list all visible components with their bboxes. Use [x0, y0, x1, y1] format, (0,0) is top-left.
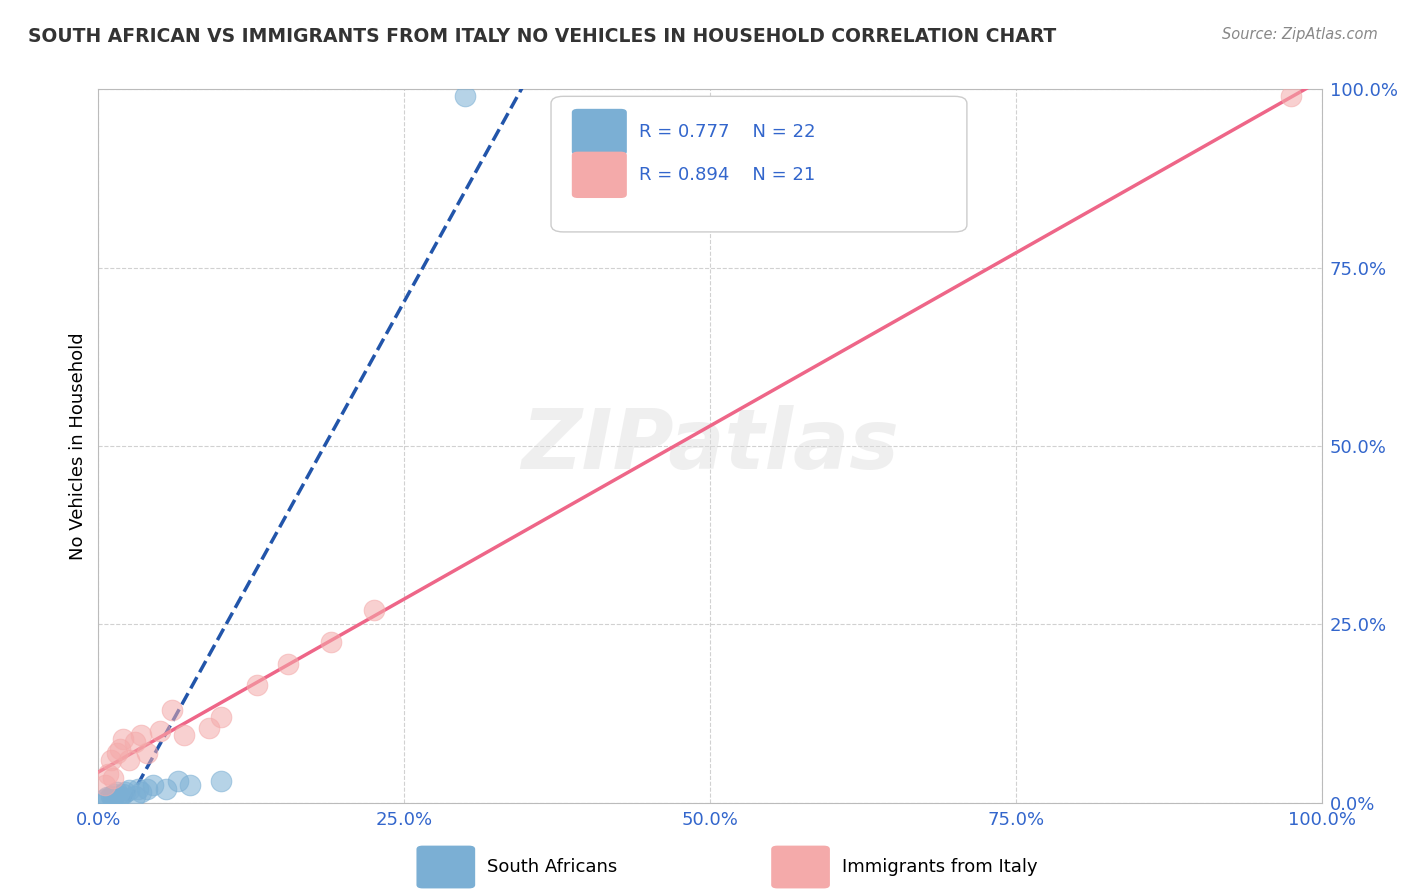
Point — [100, 753, 122, 767]
Point — [93, 778, 115, 792]
Point — [103, 787, 125, 801]
Point — [363, 603, 385, 617]
Point — [155, 781, 177, 796]
Point — [93, 792, 115, 806]
Point — [100, 789, 122, 803]
Point — [209, 710, 232, 724]
Point — [167, 774, 190, 789]
Point — [124, 789, 146, 803]
Point — [209, 774, 232, 789]
Point — [454, 89, 477, 103]
Text: ZIPatlas: ZIPatlas — [522, 406, 898, 486]
Point — [118, 783, 141, 797]
Point — [111, 787, 134, 801]
Point — [111, 731, 134, 746]
Point — [142, 778, 165, 792]
Text: SOUTH AFRICAN VS IMMIGRANTS FROM ITALY NO VEHICLES IN HOUSEHOLD CORRELATION CHAR: SOUTH AFRICAN VS IMMIGRANTS FROM ITALY N… — [28, 27, 1056, 45]
Point — [101, 790, 124, 805]
FancyBboxPatch shape — [551, 96, 967, 232]
Point — [319, 635, 342, 649]
Text: Immigrants from Italy: Immigrants from Italy — [842, 858, 1038, 876]
Text: R = 0.777    N = 22: R = 0.777 N = 22 — [640, 123, 815, 141]
Point — [179, 778, 201, 792]
Point — [160, 703, 183, 717]
Point — [101, 771, 124, 785]
Point — [136, 781, 159, 796]
Point — [105, 789, 128, 804]
Text: R = 0.894    N = 21: R = 0.894 N = 21 — [640, 166, 815, 184]
Point — [124, 735, 146, 749]
Point — [197, 721, 219, 735]
Point — [149, 724, 172, 739]
Point — [173, 728, 195, 742]
Point — [246, 678, 269, 692]
Point — [1279, 89, 1302, 103]
Point — [105, 746, 128, 760]
Point — [127, 781, 149, 796]
Text: Source: ZipAtlas.com: Source: ZipAtlas.com — [1222, 27, 1378, 42]
FancyBboxPatch shape — [772, 846, 830, 888]
Point — [277, 657, 299, 671]
Point — [110, 789, 132, 803]
Point — [129, 728, 152, 742]
FancyBboxPatch shape — [572, 152, 627, 198]
Point — [97, 767, 120, 781]
FancyBboxPatch shape — [572, 109, 627, 155]
Point — [110, 742, 132, 756]
Point — [114, 785, 136, 799]
Point — [136, 746, 159, 760]
FancyBboxPatch shape — [416, 846, 475, 888]
Point — [105, 785, 128, 799]
Point — [129, 785, 152, 799]
Y-axis label: No Vehicles in Household: No Vehicles in Household — [69, 332, 87, 560]
Point — [118, 753, 141, 767]
Text: South Africans: South Africans — [488, 858, 617, 876]
Point — [96, 790, 118, 805]
Point — [97, 791, 120, 805]
